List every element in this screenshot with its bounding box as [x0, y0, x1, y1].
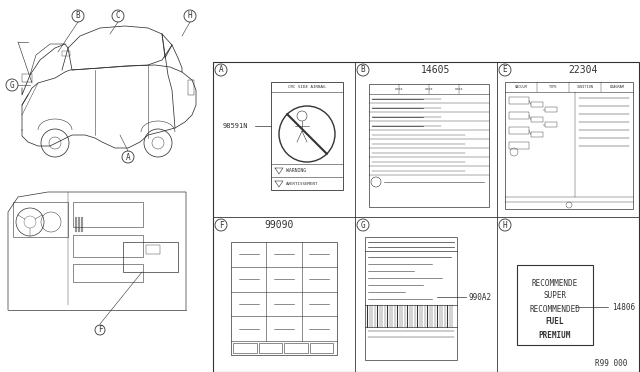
Text: H: H — [502, 221, 508, 230]
Bar — [531, 102, 543, 107]
Bar — [188, 80, 194, 95]
Bar — [213, 62, 639, 372]
Text: C: C — [116, 12, 120, 20]
Text: RECOMMENDE: RECOMMENDE — [532, 279, 578, 288]
Polygon shape — [275, 181, 283, 187]
Bar — [509, 127, 529, 134]
Bar — [369, 84, 489, 207]
Bar — [531, 132, 543, 137]
Bar — [78, 217, 80, 232]
Bar — [545, 107, 557, 112]
Bar — [509, 142, 529, 149]
Text: RECOMMENDED: RECOMMENDED — [529, 305, 580, 314]
Text: F: F — [219, 221, 223, 230]
Bar — [62, 51, 70, 56]
Text: E: E — [502, 65, 508, 74]
Text: IGNITION: IGNITION — [577, 85, 593, 89]
Text: 14605: 14605 — [421, 65, 451, 75]
Text: CRC SIDE AIRBAG: CRC SIDE AIRBAG — [288, 85, 326, 89]
Bar — [123, 242, 178, 272]
Text: SUPER: SUPER — [543, 292, 566, 301]
Text: xxxx: xxxx — [425, 87, 433, 91]
Bar — [365, 237, 457, 360]
Text: DIAGRAM: DIAGRAM — [609, 85, 625, 89]
Text: G: G — [361, 221, 365, 230]
Bar — [231, 242, 337, 355]
Bar — [259, 343, 282, 353]
Bar — [73, 202, 143, 227]
Text: 22304: 22304 — [568, 65, 598, 75]
Bar — [545, 122, 557, 127]
Text: F: F — [98, 326, 102, 334]
Text: B: B — [76, 12, 80, 20]
Text: AVERTISSEMENT: AVERTISSEMENT — [286, 182, 319, 186]
Text: 14806: 14806 — [612, 302, 635, 311]
Bar — [73, 235, 143, 257]
Text: G: G — [10, 80, 14, 90]
Bar — [73, 264, 143, 282]
Text: H: H — [188, 12, 192, 20]
Text: WARNING: WARNING — [286, 169, 306, 173]
Text: xxxx: xxxx — [395, 87, 403, 91]
Bar — [271, 82, 343, 190]
Bar — [233, 343, 257, 353]
Bar — [22, 74, 32, 82]
Bar — [505, 82, 633, 209]
Text: xxxx: xxxx — [455, 87, 463, 91]
Bar — [517, 265, 593, 345]
Bar — [509, 97, 529, 104]
Text: PREMIUM: PREMIUM — [539, 330, 571, 340]
Bar — [531, 117, 543, 122]
Bar — [75, 217, 77, 232]
Bar — [81, 217, 83, 232]
Text: A: A — [125, 153, 131, 161]
Polygon shape — [275, 168, 283, 174]
Text: 98591N: 98591N — [223, 123, 248, 129]
Bar — [284, 343, 307, 353]
Text: B: B — [361, 65, 365, 74]
Text: R99 000: R99 000 — [595, 359, 627, 369]
Bar — [146, 245, 160, 254]
Text: 990A2: 990A2 — [469, 292, 492, 301]
Text: FUEL: FUEL — [546, 317, 564, 327]
Bar — [509, 112, 529, 119]
Bar — [13, 202, 68, 237]
Text: TYPE: TYPE — [548, 85, 557, 89]
Text: A: A — [219, 65, 223, 74]
Bar — [310, 343, 333, 353]
Text: 99090: 99090 — [264, 220, 294, 230]
Text: VACUUM: VACUUM — [515, 85, 527, 89]
